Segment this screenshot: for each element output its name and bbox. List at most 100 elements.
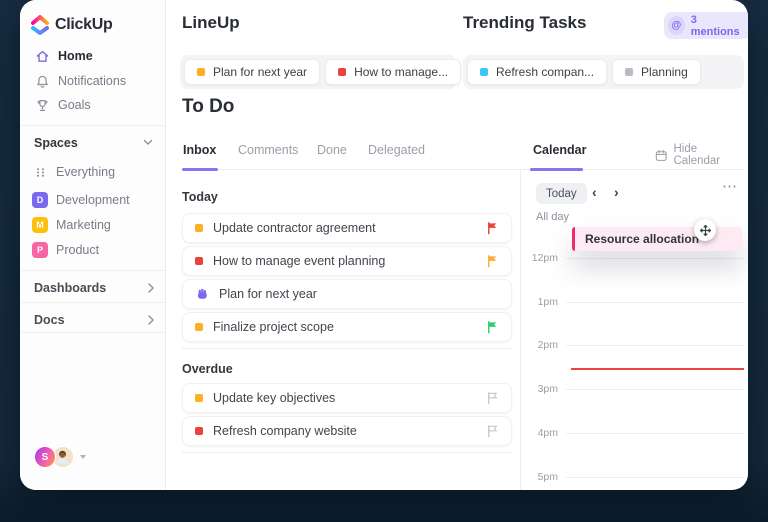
- chevron-right-icon: [148, 283, 154, 293]
- sidebar-item-label: Product: [56, 243, 100, 257]
- section-label-today: Today: [182, 190, 218, 204]
- caret-down-icon[interactable]: [80, 455, 86, 459]
- divider: [20, 302, 166, 303]
- time-label: 1pm: [537, 296, 558, 308]
- task-row[interactable]: How to manage event planning: [182, 246, 512, 276]
- tabs-row: Inbox Comments Done Delegated Calendar H…: [182, 137, 744, 171]
- space-badge-development: D: [32, 192, 48, 208]
- status-dot-cyan: [480, 68, 488, 76]
- avatar[interactable]: [52, 446, 74, 468]
- main-content: LineUp Trending Tasks @ 3 mentions Plan …: [166, 0, 748, 490]
- task-label: Update key objectives: [213, 391, 336, 405]
- tab-inbox[interactable]: Inbox: [183, 143, 217, 157]
- lineup-task-card[interactable]: How to manage...: [325, 59, 462, 85]
- active-tab-indicator: [530, 168, 583, 171]
- sidebar-item-label: Notifications: [58, 74, 127, 88]
- trending-tasks-title: Trending Tasks: [463, 13, 587, 32]
- event-title: Resource allocation: [585, 232, 700, 246]
- sidebar: ClickUp Home Notifications Goals Spaces: [20, 0, 166, 490]
- sidebar-item-label: Marketing: [56, 218, 111, 232]
- mentions-badge[interactable]: @ 3 mentions: [664, 12, 748, 39]
- calendar-next-button[interactable]: ›: [614, 184, 619, 200]
- sidebar-item-dashboards[interactable]: Dashboards: [20, 276, 166, 300]
- bell-icon: [34, 73, 50, 89]
- spaces-header[interactable]: Spaces: [34, 136, 78, 150]
- sidebar-item-development[interactable]: D Development: [20, 188, 166, 212]
- trophy-icon: [34, 97, 50, 113]
- status-dot-yellow: [195, 394, 203, 402]
- tab-done[interactable]: Done: [317, 143, 347, 157]
- sidebar-item-everything[interactable]: Everything: [20, 160, 166, 184]
- page-title: To Do: [182, 96, 235, 117]
- all-day-label: All day: [536, 211, 570, 223]
- panel-divider: [520, 170, 521, 490]
- sidebar-item-label: Dashboards: [34, 281, 107, 295]
- flag-icon-green[interactable]: [486, 320, 499, 334]
- flag-icon-outline[interactable]: [486, 391, 499, 405]
- space-badge-product: P: [32, 242, 48, 258]
- divider: [20, 125, 166, 126]
- grab-hand-icon: [195, 287, 209, 301]
- time-label: 2pm: [537, 339, 558, 351]
- calendar-icon: [655, 149, 667, 161]
- mentions-count: 3 mentions: [690, 13, 740, 38]
- flag-icon-outline[interactable]: [486, 424, 499, 438]
- task-row[interactable]: Plan for next year: [182, 279, 512, 309]
- section-label-overdue: Overdue: [182, 362, 233, 376]
- avatar[interactable]: S: [34, 446, 56, 468]
- task-row[interactable]: Refresh company website: [182, 416, 512, 446]
- sidebar-item-product[interactable]: P Product: [20, 238, 166, 262]
- divider: [20, 332, 166, 333]
- task-label: Plan for next year: [219, 287, 317, 301]
- divider: [20, 270, 166, 271]
- home-icon: [34, 48, 50, 64]
- task-row[interactable]: Update key objectives: [182, 383, 512, 413]
- status-dot-red: [195, 257, 203, 265]
- status-dot-gray: [625, 68, 634, 76]
- sidebar-item-notifications[interactable]: Notifications: [20, 69, 166, 93]
- task-label: Plan for next year: [213, 65, 308, 79]
- hour-gridline: [566, 302, 744, 303]
- user-avatars[interactable]: S: [34, 446, 86, 468]
- move-cursor-icon[interactable]: [694, 219, 716, 241]
- lineup-title: LineUp: [182, 13, 240, 32]
- sidebar-item-marketing[interactable]: M Marketing: [20, 213, 166, 237]
- sidebar-item-label: Development: [56, 193, 130, 207]
- chevron-down-icon[interactable]: [143, 139, 153, 146]
- flag-icon-red[interactable]: [486, 221, 499, 235]
- flag-icon-orange[interactable]: [486, 254, 499, 268]
- grid-dots-icon: [32, 164, 48, 180]
- at-icon: @: [668, 16, 685, 35]
- task-label: Update contractor agreement: [213, 221, 376, 235]
- active-tab-indicator: [182, 168, 218, 171]
- tab-comments[interactable]: Comments: [238, 143, 299, 157]
- time-label: 12pm: [531, 252, 558, 264]
- calendar-prev-button[interactable]: ‹: [592, 184, 597, 200]
- tab-calendar[interactable]: Calendar: [533, 143, 587, 157]
- hour-gridline: [566, 389, 744, 390]
- status-dot-red: [338, 68, 347, 76]
- calendar-event[interactable]: Resource allocation: [572, 227, 742, 251]
- trending-task-card[interactable]: Planning: [612, 59, 701, 85]
- status-dot-yellow: [195, 224, 203, 232]
- sidebar-item-docs[interactable]: Docs: [20, 308, 166, 332]
- calendar-today-button[interactable]: Today: [536, 183, 587, 204]
- hide-calendar-button[interactable]: Hide Calendar: [655, 143, 744, 167]
- sidebar-item-goals[interactable]: Goals: [20, 93, 166, 117]
- sidebar-item-label: Goals: [58, 98, 91, 112]
- lineup-task-card[interactable]: Plan for next year: [184, 59, 321, 85]
- trending-task-card[interactable]: Refresh compan...: [467, 59, 608, 85]
- clickup-logo[interactable]: ClickUp: [30, 14, 113, 36]
- sidebar-item-home[interactable]: Home: [20, 44, 166, 68]
- calendar-more-button[interactable]: ⋯: [722, 178, 738, 195]
- task-row[interactable]: Finalize project scope: [182, 312, 512, 342]
- chevron-right-icon: [148, 315, 154, 325]
- hour-gridline: [566, 433, 744, 434]
- sidebar-item-label: Home: [58, 49, 93, 63]
- hour-gridline: [566, 345, 744, 346]
- task-row[interactable]: Update contractor agreement: [182, 213, 512, 243]
- status-dot-yellow: [197, 68, 205, 76]
- tab-delegated[interactable]: Delegated: [368, 143, 425, 157]
- space-badge-marketing: M: [32, 217, 48, 233]
